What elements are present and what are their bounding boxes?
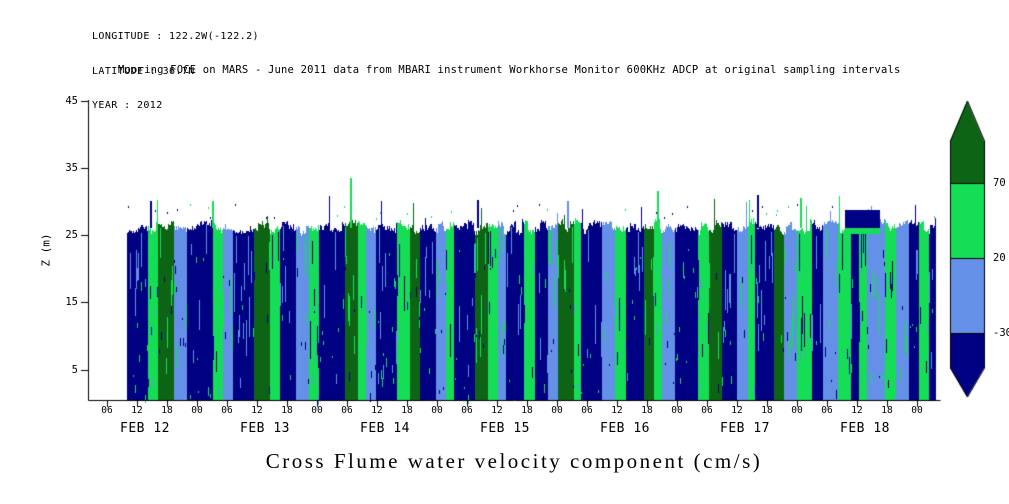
x-tick-label: 00 <box>551 405 563 416</box>
x-tick-label: 12 <box>731 405 743 416</box>
x-tick-label: 00 <box>911 405 923 416</box>
x-tick-label: 18 <box>881 405 893 416</box>
x-tick-label: 12 <box>251 405 263 416</box>
x-tick-label: 18 <box>281 405 293 416</box>
header-block: LONGITUDE : 122.2W(-122.2) LATITUDE : 36… <box>92 8 259 135</box>
x-tick-label: 18 <box>401 405 413 416</box>
y-tick-label: 35 <box>65 162 78 174</box>
x-tick-label: 18 <box>521 405 533 416</box>
x-tick-label: 00 <box>431 405 443 416</box>
x-date-label: FEB 17 <box>720 421 770 436</box>
colorbar-tick-label: 70 <box>993 177 1006 189</box>
x-date-label: FEB 12 <box>120 421 170 436</box>
x-date-label: FEB 15 <box>480 421 530 436</box>
x-tick-label: 18 <box>641 405 653 416</box>
x-tick-label: 18 <box>761 405 773 416</box>
plot-title: Mooring FOCE on MARS - June 2011 data fr… <box>118 64 901 76</box>
x-tick-label: 12 <box>131 405 143 416</box>
x-tick-label: 06 <box>341 405 353 416</box>
colorbar-tick-label: 20 <box>993 252 1006 264</box>
x-tick-label: 12 <box>611 405 623 416</box>
x-tick-label: 18 <box>161 405 173 416</box>
y-tick-label: 15 <box>65 296 78 308</box>
x-tick-label: 00 <box>311 405 323 416</box>
x-tick-label: 12 <box>371 405 383 416</box>
y-tick-label: 45 <box>65 95 78 107</box>
y-tick-label: 25 <box>65 229 78 241</box>
x-tick-label: 06 <box>221 405 233 416</box>
colorbar-tick-label: -30 <box>993 327 1009 339</box>
x-date-label: FEB 14 <box>360 421 410 436</box>
header-year: YEAR : 2012 <box>92 100 163 111</box>
x-tick-label: 06 <box>101 405 113 416</box>
x-tick-label: 00 <box>671 405 683 416</box>
x-date-label: FEB 13 <box>240 421 290 436</box>
x-date-label: FEB 16 <box>600 421 650 436</box>
y-tick-label: 5 <box>71 364 78 376</box>
footer-title: Cross Flume water velocity component (cm… <box>265 449 763 473</box>
header-longitude: LONGITUDE : 122.2W(-122.2) <box>92 31 259 42</box>
x-date-label: FEB 18 <box>840 421 890 436</box>
x-tick-label: 06 <box>461 405 473 416</box>
header-latitude: LATITUDE : 36.7N <box>92 65 195 77</box>
x-tick-label: 06 <box>821 405 833 416</box>
x-tick-label: 00 <box>191 405 203 416</box>
x-tick-label: 12 <box>491 405 503 416</box>
x-tick-label: 12 <box>851 405 863 416</box>
x-tick-label: 00 <box>791 405 803 416</box>
x-tick-label: 06 <box>701 405 713 416</box>
x-tick-label: 06 <box>581 405 593 416</box>
y-axis-label: Z (m) <box>39 233 53 267</box>
